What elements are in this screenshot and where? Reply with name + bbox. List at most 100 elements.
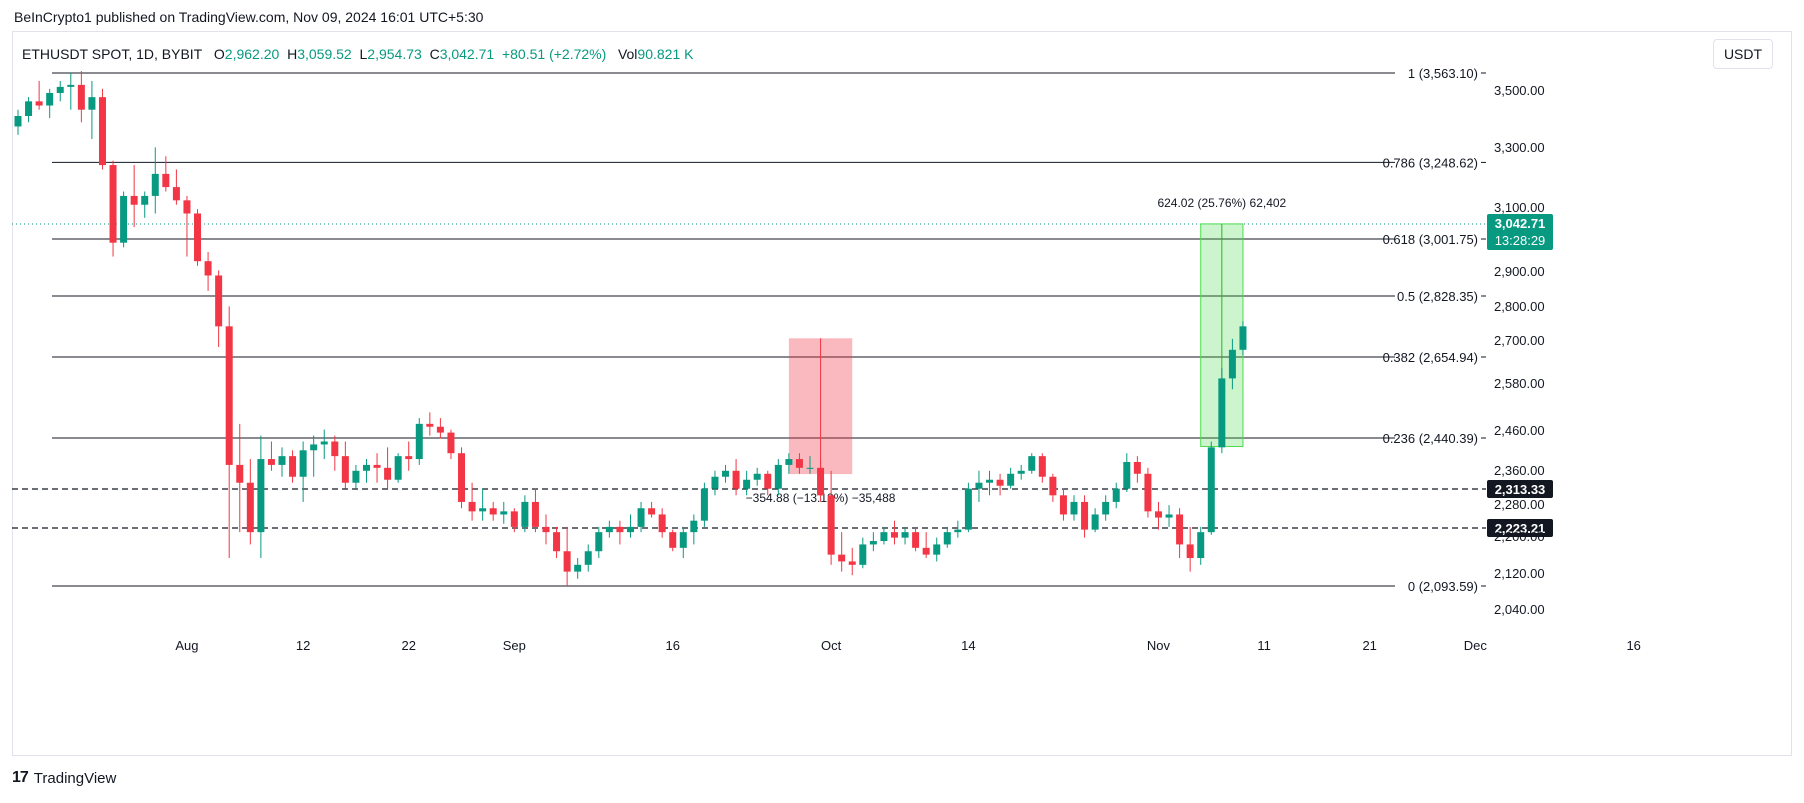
y-tick-label-5: 2,700.00 [1494, 333, 1545, 348]
candle-body-38 [415, 423, 423, 460]
x-tick-label-9: 21 [1362, 638, 1376, 653]
dashed-level-tag-0 [1487, 480, 1553, 498]
candle-body-114 [1218, 378, 1226, 448]
candle-body-46 [500, 511, 508, 515]
candle-body-44 [479, 508, 487, 512]
chart-frame[interactable] [12, 31, 1792, 756]
candle-body-28 [310, 444, 318, 451]
candle-body-104 [1112, 488, 1120, 502]
candle-body-113 [1207, 447, 1215, 533]
x-tick-label-5: Oct [821, 638, 842, 653]
candle-body-6 [77, 84, 85, 110]
candle-body-26 [289, 456, 297, 477]
y-tick-label-0: 3,500.00 [1494, 83, 1545, 98]
change-value: +80.51 (+2.72%) [501, 46, 607, 62]
candle-body-60 [648, 508, 656, 515]
candle-body-15 [172, 187, 180, 201]
candle-body-103 [1102, 501, 1110, 515]
candle-body-82 [880, 532, 888, 542]
candle-body-20 [225, 326, 233, 465]
last-price-countdown: 13:28:29 [1495, 233, 1546, 248]
candle-body-110 [1176, 514, 1184, 545]
candle-body-106 [1133, 461, 1141, 474]
candle-body-12 [141, 195, 149, 205]
candle-body-83 [890, 532, 898, 538]
candle-body-10 [120, 195, 128, 243]
dashed-level-tag-1 [1487, 519, 1553, 537]
candle-body-9 [109, 165, 117, 243]
candle-body-2 [35, 101, 43, 106]
candle-body-43 [468, 501, 476, 512]
candle-body-74 [795, 459, 803, 468]
candle-body-39 [426, 423, 434, 427]
candle-body-18 [204, 261, 212, 276]
candle-body-22 [246, 482, 254, 533]
candle-body-30 [331, 441, 339, 457]
candle-body-95 [1017, 470, 1025, 474]
candle-body-4 [56, 86, 64, 93]
candle-body-115 [1228, 349, 1236, 379]
candle-body-99 [1059, 495, 1067, 515]
candle-body-92 [986, 479, 994, 483]
candle-body-105 [1123, 461, 1131, 489]
publisher-caption: BeInCrypto1 published on TradingView.com… [14, 9, 484, 25]
candle-body-76 [817, 467, 825, 496]
x-tick-label-4: 16 [665, 638, 679, 653]
candle-body-14 [162, 173, 170, 188]
y-tick-label-1: 3,300.00 [1494, 140, 1545, 155]
candle-body-32 [352, 470, 360, 483]
candle-body-90 [964, 488, 972, 530]
low-key: L [359, 46, 368, 62]
volume-key: Vol [617, 46, 638, 62]
fib-label-3: 0.5 (2,828.35) [1397, 289, 1478, 304]
candle-body-58 [626, 526, 634, 533]
candle-body-52 [563, 551, 571, 572]
candle-body-84 [901, 532, 909, 538]
candle-body-77 [827, 495, 835, 555]
last-price-label: 3,042.71 [1495, 216, 1546, 231]
close-value: 3,042.71 [439, 46, 495, 62]
currency-button[interactable]: USDT [1713, 39, 1773, 69]
candle-body-79 [848, 561, 856, 565]
tradingview-name: TradingView [33, 769, 117, 787]
high-value: 3,059.52 [297, 46, 352, 62]
candle-body-13 [151, 173, 159, 196]
candle-body-41 [447, 432, 455, 454]
candle-body-3 [46, 92, 54, 106]
candle-body-86 [922, 547, 930, 555]
candle-body-91 [975, 482, 983, 489]
measure-up-label: 624.02 (25.76%) 62,402 [1157, 196, 1286, 210]
candle-body-11 [130, 195, 138, 205]
candle-body-56 [605, 526, 613, 533]
candle-body-109 [1165, 514, 1173, 518]
candle-body-19 [215, 275, 223, 327]
fib-label-0: 1 (3,563.10) [1408, 66, 1478, 81]
candle-body-96 [1028, 456, 1036, 471]
candle-body-47 [510, 511, 518, 527]
x-tick-label-11: 16 [1626, 638, 1640, 653]
candle-body-25 [278, 456, 286, 465]
x-tick-label-8: 11 [1257, 638, 1271, 653]
fib-label-1: 0.786 (3,248.62) [1383, 155, 1478, 170]
candle-body-65 [700, 488, 708, 521]
candle-body-63 [679, 532, 687, 548]
candle-body-101 [1081, 501, 1089, 530]
y-tick-label-10: 2,200.00 [1494, 529, 1545, 544]
candle-body-57 [616, 526, 624, 533]
x-tick-label-3: Sep [503, 638, 526, 653]
candle-body-0 [14, 115, 22, 127]
candle-body-31 [341, 456, 349, 483]
candle-body-61 [658, 514, 666, 533]
candle-body-81 [869, 541, 877, 545]
y-tick-label-7: 2,460.00 [1494, 423, 1545, 438]
candle-body-48 [521, 501, 529, 527]
candle-body-88 [943, 532, 951, 545]
candle-body-87 [933, 544, 941, 555]
candle-body-59 [637, 508, 645, 527]
y-tick-label-9: 2,280.00 [1494, 497, 1545, 512]
dashed-level-label-1: 2,223.21 [1495, 521, 1546, 536]
candle-body-16 [183, 200, 191, 214]
fib-label-5: 0.236 (2,440.39) [1383, 431, 1478, 446]
candle-body-8 [98, 97, 106, 166]
